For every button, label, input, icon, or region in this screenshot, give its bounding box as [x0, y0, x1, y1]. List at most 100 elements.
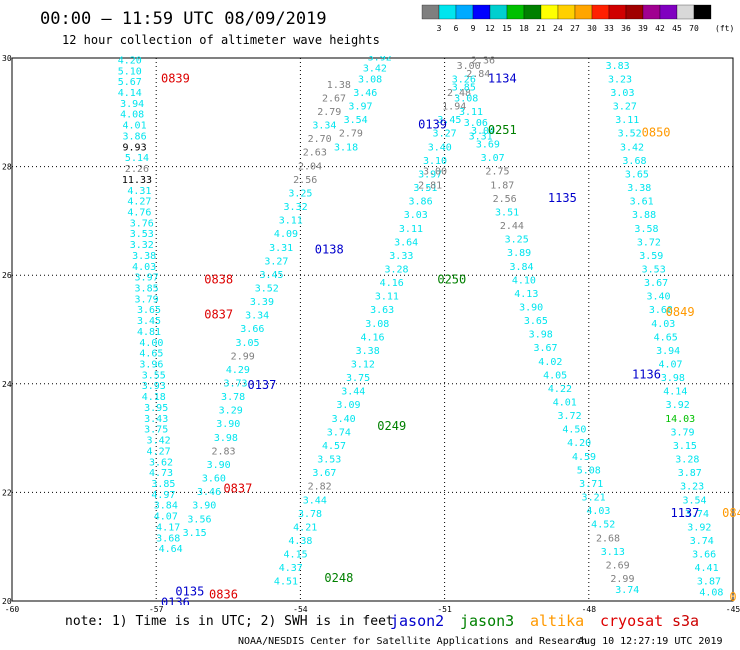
cryosat-pass-label: 0838 [204, 272, 233, 286]
legend-entry-cryosat: cryosat [600, 612, 663, 630]
wave-height-label: 3.98 [661, 373, 685, 384]
wave-height-label: 3.54 [682, 495, 706, 506]
wave-height-label: 3.74 [327, 427, 351, 438]
altika-pass-label: 0 [729, 590, 736, 604]
wave-height-label: 5.10 [118, 66, 142, 77]
x-tick-label: -54 [293, 605, 308, 614]
colorbar-swatch [557, 4, 576, 20]
colorbar-swatch [506, 4, 525, 20]
wave-height-label: 3.75 [346, 373, 370, 384]
wave-height-label: 3.52 [255, 283, 279, 294]
wave-height-label: 3.59 [639, 251, 663, 262]
wave-height-label: 3.23 [608, 74, 632, 85]
colorbar-swatch [438, 4, 457, 20]
colorbar-label: 18 [519, 24, 529, 33]
chart-title: 00:00 – 11:59 UTC 08/09/2019 [40, 9, 327, 29]
y-tick-label: 28 [2, 163, 12, 172]
wave-height-label: 3.56 [187, 514, 211, 525]
wave-height-label: 3.11 [399, 224, 423, 235]
wave-height-label: 3.69 [476, 140, 500, 151]
cryosat-pass-label: 0837 [223, 481, 252, 495]
wave-height-label: 3.42 [363, 64, 387, 75]
wave-height-label: 2.79 [317, 107, 341, 118]
colorbar-swatch [591, 4, 610, 20]
wave-height-label: 3.84 [509, 262, 533, 273]
wave-height-label: 3.79 [135, 294, 159, 305]
wave-height-label: 2.04 [298, 161, 322, 172]
wave-height-label: 2.48 [447, 88, 471, 99]
wave-height-label: 3.43 [144, 414, 168, 425]
colorbar-label: 70 [689, 24, 699, 33]
y-tick-label: 22 [2, 488, 12, 497]
wave-height-label: 3.26 [452, 74, 476, 85]
wave-height-label: 3.10 [423, 156, 447, 167]
wave-height-label: 4.18 [142, 392, 166, 403]
wave-height-label: 3.95 [144, 403, 168, 414]
wave-height-label: 4.00 [139, 338, 163, 349]
wave-height-label: 3.07 [481, 153, 505, 164]
wave-height-label: 4.09 [274, 229, 298, 240]
altika-pass-label: 084 [722, 506, 740, 520]
colorbar: 3 6 9 12 15 18 21 24 27 30 33 36 39 42 45 70 (ft) [421, 4, 734, 33]
wave-height-label: 3.83 [606, 61, 630, 72]
wave-height-label: 3.03 [404, 210, 428, 221]
wave-height-label: 3.15 [673, 441, 697, 452]
cryosat-pass-label: 0836 [209, 587, 238, 601]
wave-height-label: 3.46 [353, 88, 377, 99]
wave-height-label: 2.99 [231, 351, 255, 362]
x-tick-label: -60 [5, 605, 20, 614]
colorbar-swatch [489, 4, 508, 20]
colorbar-swatch [574, 4, 593, 20]
wave-height-label: 4.08 [120, 110, 144, 121]
wave-height-label: 3.90 [207, 460, 231, 471]
wave-height-label: 3.11 [615, 115, 639, 126]
wave-height-label: 3.03 [610, 88, 634, 99]
wave-height-label: 3.42 [620, 142, 644, 153]
wave-height-label: 3.78 [221, 392, 245, 403]
wave-height-label: 3.66 [692, 550, 716, 561]
wave-height-label: 3.72 [637, 237, 661, 248]
jason3-pass-label: 0250 [437, 272, 466, 286]
wave-height-label: 1.94 [442, 102, 466, 113]
wave-height-label: 3.45 [437, 115, 461, 126]
wave-height-label: 3.34 [312, 121, 336, 132]
wave-height-label: 4.52 [591, 520, 615, 531]
wave-height-label: 3.26 [603, 47, 627, 58]
wave-height-label: 2.26 [125, 164, 149, 175]
wave-height-label: 3.31 [269, 243, 293, 254]
wave-height-label: 2.56 [493, 194, 517, 205]
wave-height-label: 4.07 [658, 360, 682, 371]
wave-height-label: 3.90 [519, 302, 543, 313]
altika-pass-label: 0849 [666, 305, 695, 319]
wave-height-label: 3.85 [151, 479, 175, 490]
wave-height-label: 3.32 [284, 202, 308, 213]
y-tick-label: 20 [2, 597, 12, 606]
wave-height-label: 1.38 [327, 80, 351, 91]
wave-height-label: 5.08 [577, 465, 601, 476]
wave-height-label: 3.00 [457, 61, 481, 72]
wave-height-label: 14.03 [665, 414, 695, 425]
wave-height-label: 3.33 [389, 251, 413, 262]
wave-height-label: 4.22 [548, 384, 572, 395]
wave-height-label: 3.73 [223, 379, 247, 390]
wave-height-label: 4.31 [127, 186, 151, 197]
wave-height-label: 3.65 [137, 305, 161, 316]
wave-height-label: 2.75 [485, 167, 509, 178]
wave-height-label: 3.92 [368, 53, 392, 64]
wave-height-label: 4.03 [651, 319, 675, 330]
wave-height-label: 3.97 [418, 169, 442, 180]
wave-height-label: 3.00 [423, 167, 447, 178]
chart-subtitle: 12 hour collection of altimeter wave hei… [62, 33, 380, 47]
wave-height-label: 2.81 [418, 180, 442, 191]
wave-height-label: 3.67 [533, 343, 557, 354]
footer-timestamp: Aug 10 12:27:19 UTC 2019 [578, 636, 723, 647]
wave-height-label: 3.31 [469, 131, 493, 142]
wave-height-label: 3.65 [524, 316, 548, 327]
wave-height-label: 3.93 [142, 381, 166, 392]
colorbar-unit: (ft) [715, 24, 734, 33]
wave-height-label: 4.20 [118, 55, 142, 66]
wave-height-label: 4.14 [118, 88, 142, 99]
wave-height-label: 4.81 [137, 327, 161, 338]
wave-height-label: 3.53 [317, 455, 341, 466]
wave-height-label: 5.67 [118, 77, 142, 88]
